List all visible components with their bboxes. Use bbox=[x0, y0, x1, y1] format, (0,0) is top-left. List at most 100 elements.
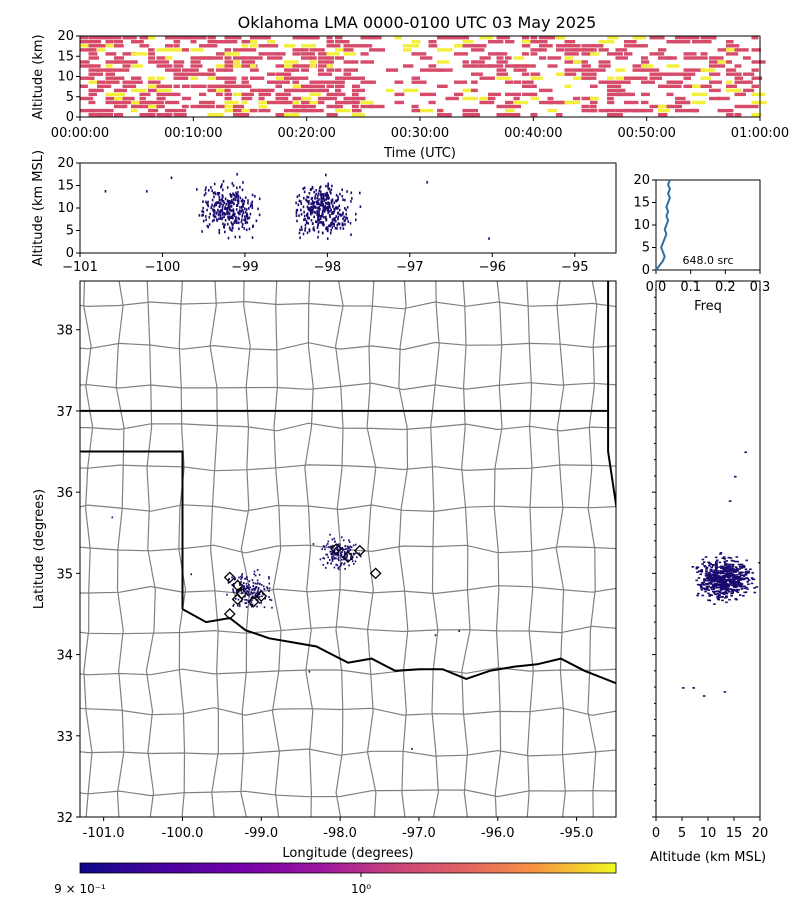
time-height-cell bbox=[233, 113, 249, 117]
alt-lat-point bbox=[732, 568, 735, 570]
plan-view-point bbox=[251, 579, 254, 581]
lon-alt-point bbox=[202, 219, 205, 223]
plan-view-point bbox=[337, 543, 340, 546]
time-height-cell bbox=[581, 52, 596, 56]
alt-lat-point bbox=[752, 578, 756, 581]
lon-alt-point bbox=[224, 207, 226, 211]
time-height-cell bbox=[267, 40, 276, 44]
time-height-cell bbox=[573, 76, 588, 80]
time-height-cell bbox=[675, 80, 683, 84]
alt-lat-point bbox=[701, 581, 704, 584]
time-height-cell bbox=[683, 68, 693, 72]
plan-view-point bbox=[241, 573, 244, 575]
lon-alt-point bbox=[230, 215, 233, 219]
lon-alt-point bbox=[355, 218, 357, 222]
lon-alt-point bbox=[226, 199, 229, 203]
time-height-cell bbox=[182, 68, 194, 72]
lon-alt-point bbox=[238, 235, 241, 239]
plan-view-point bbox=[336, 546, 338, 549]
time-height-cell bbox=[335, 84, 345, 88]
alt-lat-point bbox=[707, 572, 711, 575]
lon-alt-point bbox=[218, 205, 221, 208]
alt-lat-point bbox=[736, 569, 739, 572]
time-height-cell bbox=[343, 76, 360, 80]
plan-view-point bbox=[248, 580, 251, 583]
lon-alt-point bbox=[321, 202, 323, 206]
plan-view-point bbox=[346, 555, 348, 558]
time-height-cell bbox=[241, 80, 249, 84]
plan-view-point bbox=[325, 553, 327, 556]
lon-alt-point bbox=[224, 219, 227, 222]
time-height-cell bbox=[564, 56, 573, 60]
plan-view-ytick: 34 bbox=[56, 649, 73, 664]
time-height-cell bbox=[173, 76, 188, 80]
time-height-cell bbox=[369, 80, 376, 84]
alt-lat-point bbox=[721, 599, 724, 602]
alt-lat-point bbox=[723, 587, 726, 589]
time-height-cell bbox=[114, 100, 127, 105]
time-height-cell bbox=[156, 48, 169, 52]
alt-lat-point bbox=[718, 561, 722, 564]
time-height-xtick: 00:50:00 bbox=[617, 126, 675, 141]
lon-alt-point bbox=[345, 216, 347, 219]
lon-alt-point bbox=[488, 237, 490, 240]
lon-alt-point bbox=[226, 212, 228, 215]
time-height-cell bbox=[88, 52, 98, 56]
time-height-cell bbox=[241, 44, 248, 48]
time-height-cell bbox=[386, 88, 394, 93]
time-height-cell bbox=[190, 104, 200, 109]
time-height-cell bbox=[683, 36, 699, 40]
time-height-cell bbox=[590, 52, 600, 56]
time-height-cell bbox=[734, 92, 746, 97]
alt-lat-point bbox=[724, 587, 728, 589]
alt-lat-point bbox=[695, 566, 699, 568]
time-height-cell bbox=[173, 68, 182, 72]
time-height-cell bbox=[258, 88, 275, 93]
lon-alt-point bbox=[359, 191, 361, 195]
lon-alt-point bbox=[337, 216, 340, 219]
time-height-cell bbox=[156, 96, 166, 101]
time-height-cell bbox=[632, 76, 648, 80]
time-height-cell bbox=[114, 68, 130, 72]
lon-alt-point bbox=[240, 210, 242, 213]
lon-alt-point bbox=[244, 210, 247, 214]
plan-view-point bbox=[331, 553, 334, 555]
lon-alt-point bbox=[228, 205, 230, 208]
time-height-cell bbox=[182, 76, 189, 80]
time-height-cell bbox=[80, 40, 96, 44]
time-height-cell bbox=[284, 113, 300, 117]
time-height-cell bbox=[530, 72, 541, 76]
plan-view-point bbox=[244, 577, 246, 580]
alt-lat-point bbox=[717, 595, 720, 597]
state-border bbox=[607, 281, 616, 511]
lon-alt-point bbox=[303, 186, 306, 190]
time-height-cell bbox=[590, 84, 598, 88]
alt-lat-point bbox=[725, 563, 729, 565]
lon-alt-point bbox=[233, 214, 236, 218]
alt-lat-point bbox=[723, 569, 726, 572]
lon-alt-point bbox=[315, 192, 317, 196]
lon-alt-point bbox=[326, 237, 329, 240]
time-height-cell bbox=[301, 100, 311, 105]
lon-alt-point bbox=[237, 197, 239, 200]
alt-lat-point bbox=[728, 581, 732, 583]
time-height-cell bbox=[309, 100, 319, 105]
lon-alt-point bbox=[333, 201, 336, 204]
alt-lat-xtick: 5 bbox=[678, 826, 686, 841]
time-height-cell bbox=[292, 108, 308, 113]
lon-alt-point bbox=[317, 202, 319, 205]
time-height-cell bbox=[411, 108, 422, 113]
lon-alt-point bbox=[196, 188, 198, 191]
alt-hist-xtick: 0.2 bbox=[715, 280, 736, 295]
time-height-cell bbox=[292, 76, 309, 80]
time-height-cell bbox=[598, 80, 612, 84]
time-height-cell bbox=[105, 96, 114, 101]
time-height-cell bbox=[352, 60, 359, 64]
time-height-cell bbox=[275, 72, 291, 76]
lon-alt-point bbox=[214, 215, 217, 219]
plan-view-point bbox=[227, 581, 230, 584]
time-height-cell bbox=[148, 100, 164, 105]
alt-lat-point bbox=[745, 577, 749, 579]
plan-view-point bbox=[354, 560, 357, 563]
lon-alt-point bbox=[257, 207, 259, 211]
